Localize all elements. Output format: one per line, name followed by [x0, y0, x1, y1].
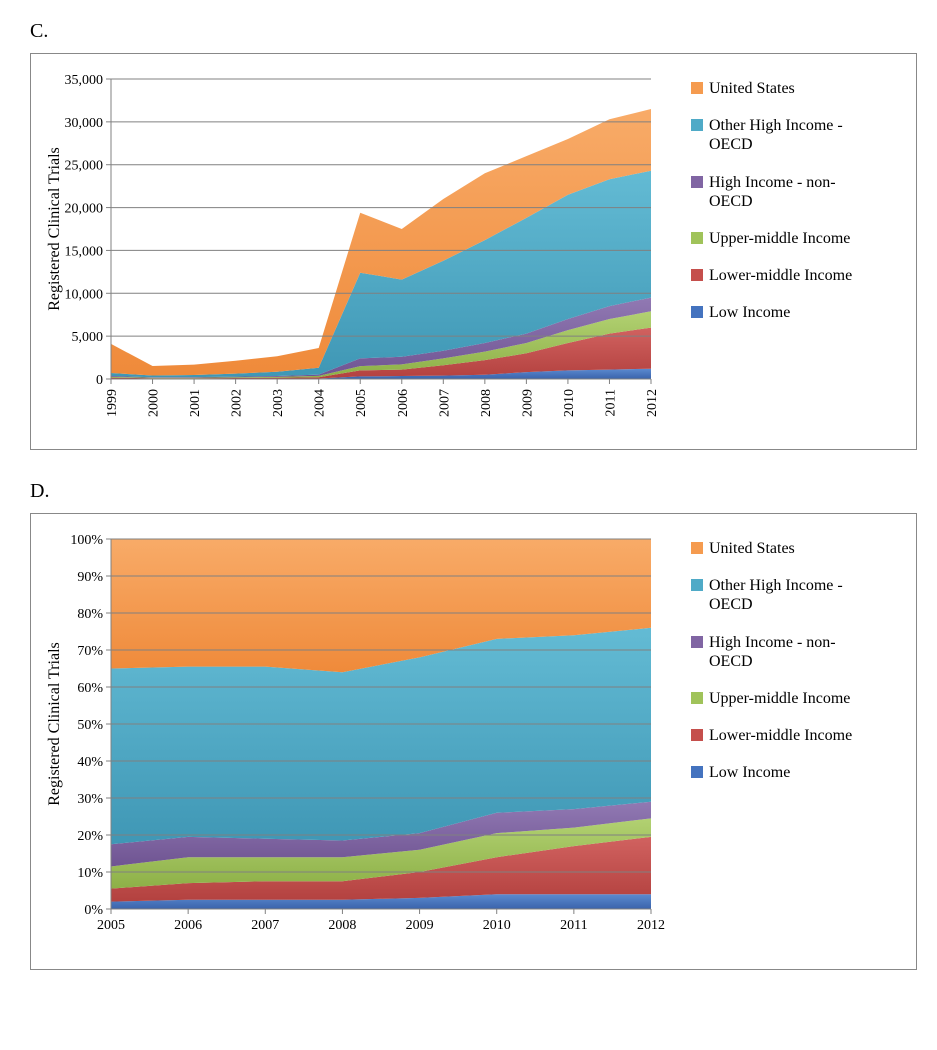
x-tick-label: 2006 [396, 389, 411, 417]
y-tick-label: 90% [77, 570, 103, 585]
legend-item: Lower-middle Income [691, 726, 861, 745]
legend-swatch [691, 119, 703, 131]
y-tick-label: 80% [77, 607, 103, 622]
y-tick-label: 40% [77, 755, 103, 770]
x-tick-label: 2008 [479, 389, 494, 417]
y-tick-label: 25,000 [65, 159, 104, 174]
x-tick-label: 2010 [483, 918, 511, 933]
panel-c-label: C. [30, 20, 917, 43]
legend-swatch [691, 579, 703, 591]
y-tick-label: 20% [77, 829, 103, 844]
x-tick-label: 2012 [637, 918, 665, 933]
legend-item: Other High Income - OECD [691, 116, 861, 154]
legend-swatch [691, 232, 703, 244]
chart-d-container: 0% 10% 20% 30% 40% 50% 60% 70% 80% 90% 100% 2005 200… [30, 513, 917, 970]
legend-label: Low Income [709, 763, 790, 782]
legend-label: Other High Income - OECD [709, 116, 861, 154]
legend-label: Other High Income - OECD [709, 576, 861, 614]
y-tick-label: 30,000 [65, 116, 104, 131]
legend-label: United States [709, 79, 795, 98]
x-tick-label: 2002 [230, 389, 245, 417]
x-tick-label: 2009 [406, 918, 434, 933]
y-tick-label: 100% [70, 533, 103, 548]
chart-d-legend: United States Other High Income - OECD Hig… [691, 529, 861, 801]
x-tick-label: 2008 [328, 918, 356, 933]
legend-label: High Income - non-OECD [709, 173, 861, 211]
chart-c-plot: 0 5,000 10,000 15,000 20,000 25,000 30,000 35,0… [41, 69, 681, 439]
y-tick-label: 35,000 [65, 73, 104, 88]
legend-swatch [691, 636, 703, 648]
y-tick-label: 10% [77, 866, 103, 881]
legend-label: Low Income [709, 303, 790, 322]
legend-swatch [691, 542, 703, 554]
legend-item: Low Income [691, 763, 861, 782]
legend-label: United States [709, 539, 795, 558]
x-tick-label: 2007 [437, 389, 452, 417]
y-tick-label: 0% [84, 903, 103, 918]
y-tick-label: 50% [77, 718, 103, 733]
y-tick-label: 20,000 [65, 202, 104, 217]
legend-label: Upper-middle Income [709, 229, 850, 248]
x-tick-label: 2011 [560, 918, 587, 933]
legend-item: Upper-middle Income [691, 229, 861, 248]
legend-item: High Income - non-OECD [691, 633, 861, 671]
x-tick-label: 2000 [147, 389, 162, 417]
legend-swatch [691, 766, 703, 778]
legend-swatch [691, 729, 703, 741]
legend-swatch [691, 269, 703, 281]
x-tick-label: 2003 [271, 389, 286, 417]
panel-d-label: D. [30, 480, 917, 503]
chart-c-legend: United States Other High Income - OECD Hig… [691, 69, 861, 341]
chart-c-container: 0 5,000 10,000 15,000 20,000 25,000 30,000 35,0… [30, 53, 917, 450]
y-tick-label: 60% [77, 681, 103, 696]
x-tick-label: 2009 [520, 389, 535, 417]
chart-d-plot: 0% 10% 20% 30% 40% 50% 60% 70% 80% 90% 100% 2005 200… [41, 529, 681, 959]
legend-item: Other High Income - OECD [691, 576, 861, 614]
x-tick-label: 1999 [105, 389, 120, 417]
legend-label: Lower-middle Income [709, 266, 852, 285]
x-tick-label: 2010 [562, 389, 577, 417]
legend-item: Lower-middle Income [691, 266, 861, 285]
x-tick-label: 2005 [354, 389, 369, 417]
y-tick-label: 70% [77, 644, 103, 659]
legend-item: Upper-middle Income [691, 689, 861, 708]
x-tick-label: 2006 [174, 918, 202, 933]
legend-swatch [691, 692, 703, 704]
legend-item: United States [691, 79, 861, 98]
x-tick-label: 2001 [188, 389, 203, 417]
legend-swatch [691, 82, 703, 94]
x-tick-label: 2007 [251, 918, 279, 933]
legend-swatch [691, 306, 703, 318]
y-tick-label: 10,000 [65, 287, 104, 302]
x-tick-label: 2005 [97, 918, 125, 933]
legend-swatch [691, 176, 703, 188]
x-tick-label: 2004 [313, 389, 328, 417]
legend-item: United States [691, 539, 861, 558]
y-tick-label: 5,000 [72, 330, 104, 345]
legend-item: High Income - non-OECD [691, 173, 861, 211]
y-tick-label: 0 [96, 373, 103, 388]
legend-label: Upper-middle Income [709, 689, 850, 708]
y-tick-label: 15,000 [65, 244, 104, 259]
x-tick-label: 2012 [645, 389, 660, 417]
y-axis-label: Registered Clinical Trials [46, 642, 63, 806]
legend-item: Low Income [691, 303, 861, 322]
y-tick-label: 30% [77, 792, 103, 807]
legend-label: Lower-middle Income [709, 726, 852, 745]
legend-label: High Income - non-OECD [709, 633, 861, 671]
x-tick-label: 2011 [603, 389, 618, 416]
y-axis-label: Registered Clinical Trials [46, 147, 63, 311]
